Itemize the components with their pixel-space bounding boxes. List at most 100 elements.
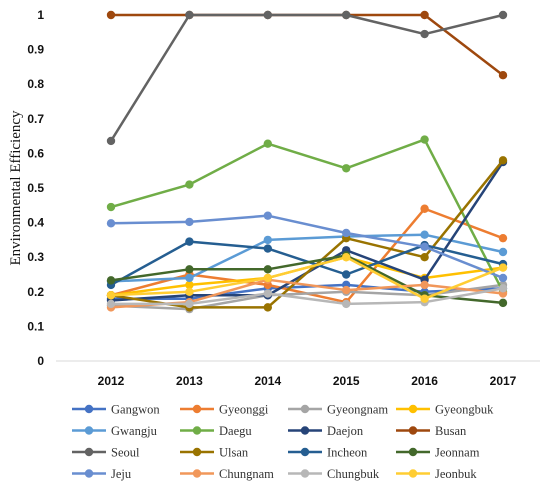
legend-label: Ulsan (219, 446, 249, 460)
data-point (498, 284, 508, 293)
legend-swatch-marker (408, 426, 418, 435)
legend-item: Daegu (180, 424, 252, 438)
series-line (110, 254, 504, 305)
legend-item: Daejon (288, 424, 364, 438)
data-point (342, 164, 351, 173)
data-point (185, 10, 194, 20)
x-tick-label: 2014 (254, 374, 281, 388)
legend-label: Jeonbuk (435, 467, 477, 481)
legend-item: Gyeonggi (180, 403, 269, 417)
data-point (420, 10, 429, 20)
data-point (263, 289, 272, 298)
series-busan (106, 10, 508, 80)
legend-label: Gyeonggi (219, 403, 269, 417)
data-point (420, 230, 429, 239)
series-line (110, 255, 504, 300)
legend-swatch-marker (84, 469, 94, 478)
data-point (498, 273, 508, 283)
legend-swatch-marker (300, 447, 310, 457)
x-tick-label: 2013 (176, 374, 203, 388)
legend-swatch-marker (300, 469, 310, 478)
legend-swatch-marker (408, 404, 418, 414)
series-line (109, 13, 504, 142)
legend-label: Daegu (219, 424, 252, 438)
legend-item: Jeonbuk (396, 467, 477, 481)
y-tick-label: 1 (37, 8, 44, 22)
series-line (110, 214, 504, 280)
data-point (420, 280, 429, 290)
data-point (420, 242, 429, 252)
legend-item: Chungnam (180, 467, 274, 481)
legend-label: Chungnam (219, 467, 274, 481)
data-point (498, 10, 508, 20)
data-point (263, 244, 272, 253)
data-point (263, 273, 272, 283)
data-point (498, 247, 508, 257)
data-point (106, 291, 116, 300)
legend-item: Gyeongbuk (396, 403, 494, 417)
legend-item: Gwangju (72, 424, 158, 438)
data-point (106, 10, 116, 20)
y-tick-label: 0.4 (27, 216, 44, 230)
y-tick-labels: 0 0.1 0.2 0.3 0.4 0.5 0.6 0.7 0.8 0.9 1 (27, 8, 44, 368)
data-point (106, 276, 116, 285)
data-point (185, 265, 194, 274)
series-line (110, 233, 504, 283)
data-point (498, 71, 508, 80)
legend-item: Seoul (72, 446, 140, 460)
y-tick-label: 0.2 (27, 285, 44, 299)
data-point (498, 233, 508, 243)
legend-item: Ulsan (180, 446, 249, 460)
legend-swatch-marker (300, 426, 310, 435)
data-point (106, 219, 116, 228)
legend-item: Incheon (288, 446, 368, 460)
data-point (420, 253, 429, 262)
data-point (420, 204, 429, 213)
data-point (498, 156, 508, 165)
x-tick-label: 2017 (490, 374, 517, 388)
data-point (498, 298, 508, 308)
data-point (185, 217, 194, 227)
data-point (342, 299, 351, 309)
legend-label: Busan (435, 424, 467, 438)
legend-swatch-marker (192, 426, 202, 435)
data-point (263, 10, 272, 20)
legend-swatch-marker (192, 447, 202, 457)
legend-label: Incheon (327, 446, 368, 460)
series-jeju (106, 211, 508, 283)
data-point (106, 202, 116, 212)
data-point (420, 294, 429, 303)
legend-label: Gyeongbuk (435, 403, 494, 417)
data-point (185, 287, 194, 296)
legend-swatch-marker (192, 469, 202, 478)
data-point (185, 237, 194, 246)
y-tick-label: 0.1 (27, 319, 44, 333)
data-point (498, 263, 508, 272)
data-point (106, 136, 116, 146)
y-tick-label: 0.8 (27, 77, 44, 91)
series-line (111, 283, 504, 300)
legend-item: Jeju (72, 467, 132, 481)
data-point (263, 139, 272, 148)
x-tick-labels: 2012 2013 2014 2015 2016 2017 (98, 374, 517, 388)
legend-swatch-marker (300, 404, 310, 414)
y-tick-label: 0 (37, 354, 44, 368)
series-line (110, 138, 505, 293)
y-tick-label: 0.6 (27, 146, 44, 160)
y-tick-label: 0.3 (27, 250, 44, 264)
legend-label: Gyeongnam (327, 403, 388, 417)
legend-swatch-marker (408, 469, 418, 478)
legend-label: Daejon (327, 424, 364, 438)
legend: Gangwon Gyeonggi Gyeongnam Gyeongbuk Gwangju… (72, 403, 494, 481)
x-tick-label: 2012 (98, 374, 125, 388)
data-point (263, 211, 272, 220)
legend-label: Jeonnam (435, 446, 480, 460)
data-point (342, 253, 351, 262)
y-tick-label: 0.9 (27, 43, 44, 57)
y-tick-label: 0.5 (27, 181, 44, 195)
series-line (110, 159, 504, 309)
data-point (342, 270, 351, 279)
x-tick-label: 2015 (333, 374, 360, 388)
legend-label: Chungbuk (327, 467, 380, 481)
